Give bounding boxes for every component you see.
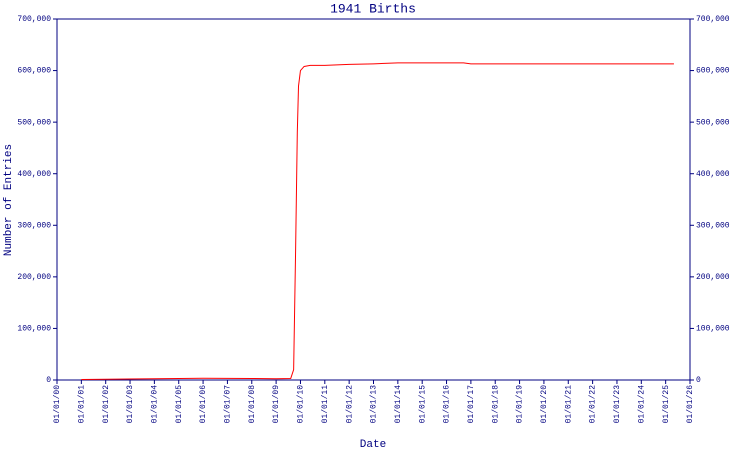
x-tick-label: 01/01/21 xyxy=(564,385,573,424)
chart-title: 1941 Births xyxy=(330,1,416,16)
x-tick-label: 01/01/12 xyxy=(345,385,354,424)
y2-tick-label: 300,000 xyxy=(696,221,730,230)
x-tick-label: 01/01/06 xyxy=(199,385,208,424)
x-tick-label: 01/01/11 xyxy=(321,385,330,424)
x-tick-label: 01/01/13 xyxy=(370,385,379,424)
y2-tick-label: 600,000 xyxy=(696,67,730,76)
y2-tick-label: 0 xyxy=(696,376,701,385)
y-tick-label: 100,000 xyxy=(17,325,51,334)
x-tick-label: 01/01/01 xyxy=(77,385,86,424)
x-tick-label: 01/01/26 xyxy=(686,385,695,424)
x-axis-title: Date xyxy=(360,439,386,450)
y2-tick-label: 700,000 xyxy=(696,15,730,24)
data-line xyxy=(81,62,674,380)
x-tick-label: 01/01/05 xyxy=(175,385,184,424)
y-axis-title: Number of Entries xyxy=(3,144,15,256)
y2-tick-label: 100,000 xyxy=(696,325,730,334)
x-tick-label: 01/01/04 xyxy=(150,385,159,424)
x-tick-label: 01/01/02 xyxy=(102,385,111,424)
x-tick-label: 01/01/14 xyxy=(394,385,403,424)
x-tick-label: 01/01/24 xyxy=(637,385,646,424)
x-tick-label: 01/01/19 xyxy=(516,385,525,424)
y-tick-label: 700,000 xyxy=(17,15,51,24)
y-tick-label: 400,000 xyxy=(17,170,51,179)
y2-tick-label: 200,000 xyxy=(696,273,730,282)
x-tick-label: 01/01/00 xyxy=(53,385,62,424)
y2-tick-label: 500,000 xyxy=(696,118,730,127)
x-tick-label: 01/01/18 xyxy=(491,385,500,424)
x-tick-label: 01/01/15 xyxy=(418,385,427,424)
plot-frame xyxy=(56,18,691,381)
y-tick-label: 200,000 xyxy=(17,273,51,282)
y2-tick-label: 400,000 xyxy=(696,170,730,179)
x-tick-label: 01/01/25 xyxy=(662,385,671,424)
x-tick-label: 01/01/20 xyxy=(540,385,549,424)
x-tick-label: 01/01/07 xyxy=(224,385,233,424)
x-tick-label: 01/01/23 xyxy=(613,385,622,424)
y-tick-label: 600,000 xyxy=(17,67,51,76)
x-tick-label: 01/01/16 xyxy=(443,385,452,424)
y-tick-label: 300,000 xyxy=(17,221,51,230)
x-tick-label: 01/01/10 xyxy=(297,385,306,424)
x-tick-label: 01/01/09 xyxy=(272,385,281,424)
y-tick-label: 500,000 xyxy=(17,118,51,127)
x-tick-label: 01/01/03 xyxy=(126,385,135,424)
y-tick-label: 0 xyxy=(46,376,51,385)
x-tick-label: 01/01/08 xyxy=(248,385,257,424)
x-tick-label: 01/01/17 xyxy=(467,385,476,424)
x-tick-label: 01/01/22 xyxy=(589,385,598,424)
